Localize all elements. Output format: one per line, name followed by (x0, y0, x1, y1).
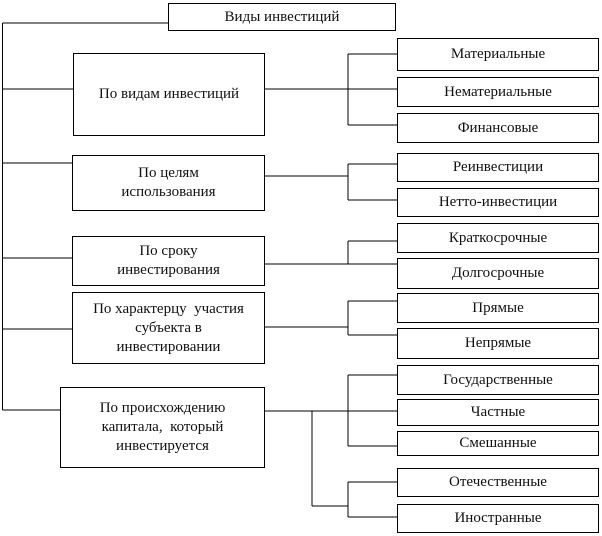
node-label: Прямые (472, 299, 524, 316)
node-type-long-term: Долгосрочные (397, 258, 599, 289)
node-category-by-participation: По характерцу участия субъекта в инвести… (72, 292, 265, 364)
node-type-foreign: Иностранные (397, 504, 599, 533)
node-type-material: Материальные (397, 38, 599, 71)
node-label: Реинвестиции (452, 159, 544, 175)
node-label: Непрямые (464, 335, 532, 351)
node-label: По видам инвестиций (98, 86, 240, 102)
node-type-state: Государственные (397, 365, 599, 395)
node-label: Нематериальные (444, 83, 552, 100)
node-label: По целям использования (121, 165, 216, 200)
node-type-short-term: Краткосрочные (397, 223, 599, 253)
node-type-private: Частные (397, 399, 599, 426)
node-type-intangible: Нематериальные (397, 77, 599, 107)
node-root-investment-types: Виды инвестиций (168, 3, 396, 31)
node-label: По происхождению капитала, который инвес… (99, 400, 226, 454)
node-category-by-kind: По видам инвестиций (73, 53, 265, 136)
node-type-mixed: Смешанные (397, 431, 599, 456)
node-label: Краткосрочные (448, 229, 548, 246)
node-type-financial: Финансовые (397, 113, 599, 143)
node-label: По сроку инвестирования (117, 243, 220, 278)
node-category-by-term: По сроку инвестирования (72, 236, 265, 286)
node-type-indirect: Непрямые (397, 328, 599, 359)
node-label: Долгосрочные (451, 265, 545, 281)
node-label: Иностранные (454, 510, 542, 526)
node-label: Смешанные (459, 435, 537, 451)
node-label: Финансовые (457, 119, 539, 136)
node-type-domestic: Отечественные (397, 468, 599, 497)
node-type-reinvestment: Реинвестиции (397, 153, 599, 182)
node-label: Частные (470, 404, 526, 420)
node-category-by-purpose: По целям использования (72, 155, 265, 211)
node-label: Нетто-инвестиции (438, 194, 558, 210)
node-label: Отечественные (449, 474, 547, 490)
node-label: По характерцу участия субъекта в инвести… (93, 300, 244, 355)
node-label: Виды инвестиций (224, 8, 340, 25)
node-type-net-investment: Нетто-инвестиции (397, 188, 599, 217)
node-category-by-capital-origin: По происхождению капитала, который инвес… (60, 387, 265, 468)
node-type-direct: Прямые (397, 293, 599, 323)
node-label: Государственные (443, 371, 553, 388)
node-label: Материальные (450, 46, 546, 62)
